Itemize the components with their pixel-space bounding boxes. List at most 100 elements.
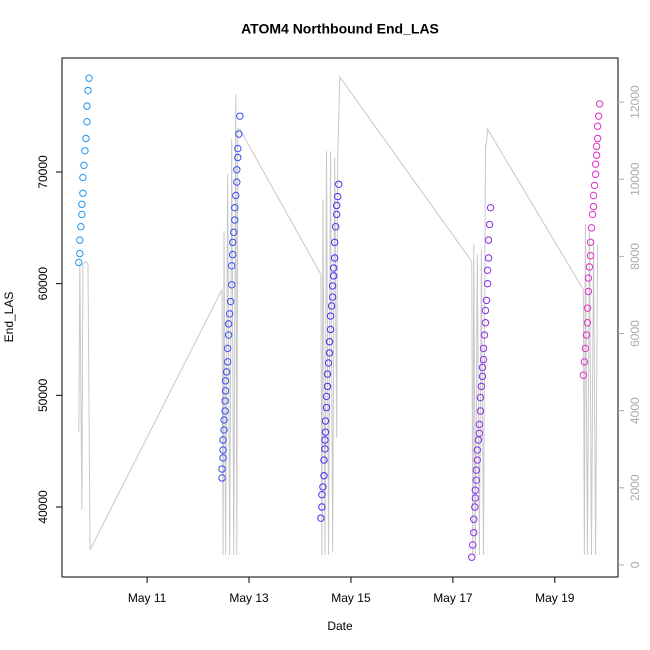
- point: [84, 86, 92, 95]
- point: [324, 359, 333, 367]
- point: [233, 166, 241, 174]
- point: [583, 304, 592, 312]
- point: [471, 486, 480, 494]
- point: [485, 220, 494, 229]
- point: [82, 134, 90, 143]
- point: [328, 293, 337, 301]
- point: [471, 503, 479, 511]
- point: [585, 263, 594, 271]
- y2-tick-label: 12000: [628, 85, 642, 119]
- point: [473, 456, 482, 464]
- point: [588, 210, 597, 219]
- point: [582, 331, 591, 339]
- point: [321, 417, 330, 425]
- point: [78, 210, 86, 219]
- y2-tick-label: 4000: [628, 397, 642, 424]
- point: [486, 204, 495, 212]
- point: [223, 358, 232, 366]
- point: [330, 238, 339, 247]
- point: [479, 344, 488, 353]
- point: [589, 202, 598, 211]
- point: [76, 249, 84, 258]
- point: [470, 515, 478, 523]
- point: [229, 238, 237, 247]
- x-axis-label: Date: [327, 619, 353, 633]
- y2-tick-label: 2000: [628, 474, 642, 501]
- point: [593, 122, 602, 130]
- x-tick-label: May 15: [331, 591, 371, 605]
- point: [79, 173, 87, 182]
- point: [81, 147, 89, 155]
- point: [80, 161, 88, 170]
- point: [221, 377, 230, 385]
- point: [317, 514, 325, 522]
- point: [318, 503, 326, 511]
- point: [318, 491, 326, 499]
- point: [235, 130, 243, 138]
- point: [472, 476, 481, 484]
- point: [321, 428, 330, 436]
- point: [321, 436, 329, 444]
- point: [587, 224, 596, 232]
- point: [221, 397, 229, 405]
- point: [223, 344, 232, 353]
- y2-tick-label: 10000: [628, 162, 642, 196]
- point: [484, 236, 493, 244]
- point: [484, 254, 493, 262]
- point: [580, 358, 589, 366]
- point: [586, 238, 595, 247]
- point: [320, 472, 328, 480]
- y2-tick-label: 8000: [628, 243, 642, 270]
- point: [335, 180, 343, 188]
- point: [234, 153, 242, 162]
- point: [225, 310, 234, 318]
- point: [478, 372, 487, 381]
- point: [218, 474, 226, 482]
- point: [323, 370, 332, 378]
- point: [326, 312, 335, 320]
- point: [218, 465, 226, 473]
- point: [477, 382, 486, 391]
- point: [483, 266, 492, 274]
- point: [584, 287, 593, 296]
- point: [480, 331, 489, 339]
- point: [584, 274, 593, 282]
- point: [586, 252, 595, 260]
- point: [591, 170, 600, 178]
- point: [224, 320, 233, 328]
- point: [326, 325, 335, 334]
- point: [472, 466, 481, 474]
- point: [483, 279, 492, 288]
- point: [325, 349, 334, 357]
- point: [593, 134, 602, 143]
- point: [594, 112, 603, 120]
- point: [478, 363, 487, 372]
- point: [224, 331, 233, 339]
- y-axis-label: End_LAS: [2, 292, 16, 343]
- point: [334, 192, 342, 201]
- point: [231, 216, 239, 224]
- y-tick-label: 50000: [36, 378, 50, 412]
- point: [590, 181, 599, 190]
- point: [327, 302, 336, 310]
- x-tick-label: May 11: [128, 591, 167, 605]
- x-tick-label: May 17: [433, 591, 473, 605]
- line: [78, 75, 599, 555]
- point: [475, 420, 484, 429]
- point: [479, 355, 488, 364]
- point: [476, 393, 485, 402]
- y-tick-label: 60000: [36, 267, 50, 301]
- point: [322, 403, 331, 412]
- point: [229, 250, 237, 259]
- point: [234, 144, 242, 153]
- point: [77, 223, 85, 231]
- point: [329, 264, 338, 272]
- point: [83, 118, 91, 126]
- point: [592, 142, 601, 151]
- point: [221, 387, 230, 395]
- point: [230, 228, 238, 237]
- x-tick-label: May 19: [535, 591, 575, 605]
- point: [476, 407, 485, 415]
- point: [589, 191, 598, 200]
